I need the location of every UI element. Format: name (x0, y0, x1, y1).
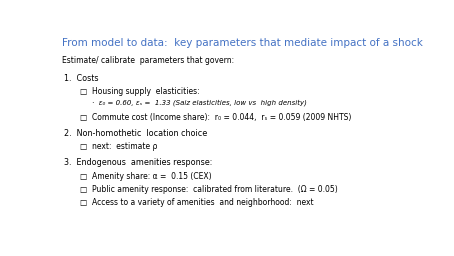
Text: 1.  Costs: 1. Costs (64, 74, 98, 83)
Text: □  Public amenity response:  calibrated from literature.  (Ω = 0.05): □ Public amenity response: calibrated fr… (79, 185, 337, 194)
Text: □  Commute cost (Income share):  r₀ = 0.044,  rₛ = 0.059 (2009 NHTS): □ Commute cost (Income share): r₀ = 0.04… (79, 113, 351, 122)
Text: ·  ε₀ = 0.60, εₛ =  1.33 (Saiz elasticities, low vs  high density): · ε₀ = 0.60, εₛ = 1.33 (Saiz elasticitie… (92, 100, 307, 106)
Text: □  Access to a variety of amenities  and neighborhood:  next: □ Access to a variety of amenities and n… (79, 198, 313, 207)
Text: Estimate/ calibrate  parameters that govern:: Estimate/ calibrate parameters that gove… (62, 56, 234, 65)
Text: □  Housing supply  elasticities:: □ Housing supply elasticities: (79, 88, 199, 97)
Text: □  next:  estimate ρ: □ next: estimate ρ (79, 143, 157, 152)
Text: 2.  Non-homothetic  location choice: 2. Non-homothetic location choice (64, 129, 207, 138)
Text: 3.  Endogenous  amenities response:: 3. Endogenous amenities response: (64, 158, 212, 167)
Text: □  Amenity share: α =  0.15 (CEX): □ Amenity share: α = 0.15 (CEX) (79, 172, 211, 181)
Text: From model to data:  key parameters that mediate impact of a shock: From model to data: key parameters that … (62, 38, 423, 48)
